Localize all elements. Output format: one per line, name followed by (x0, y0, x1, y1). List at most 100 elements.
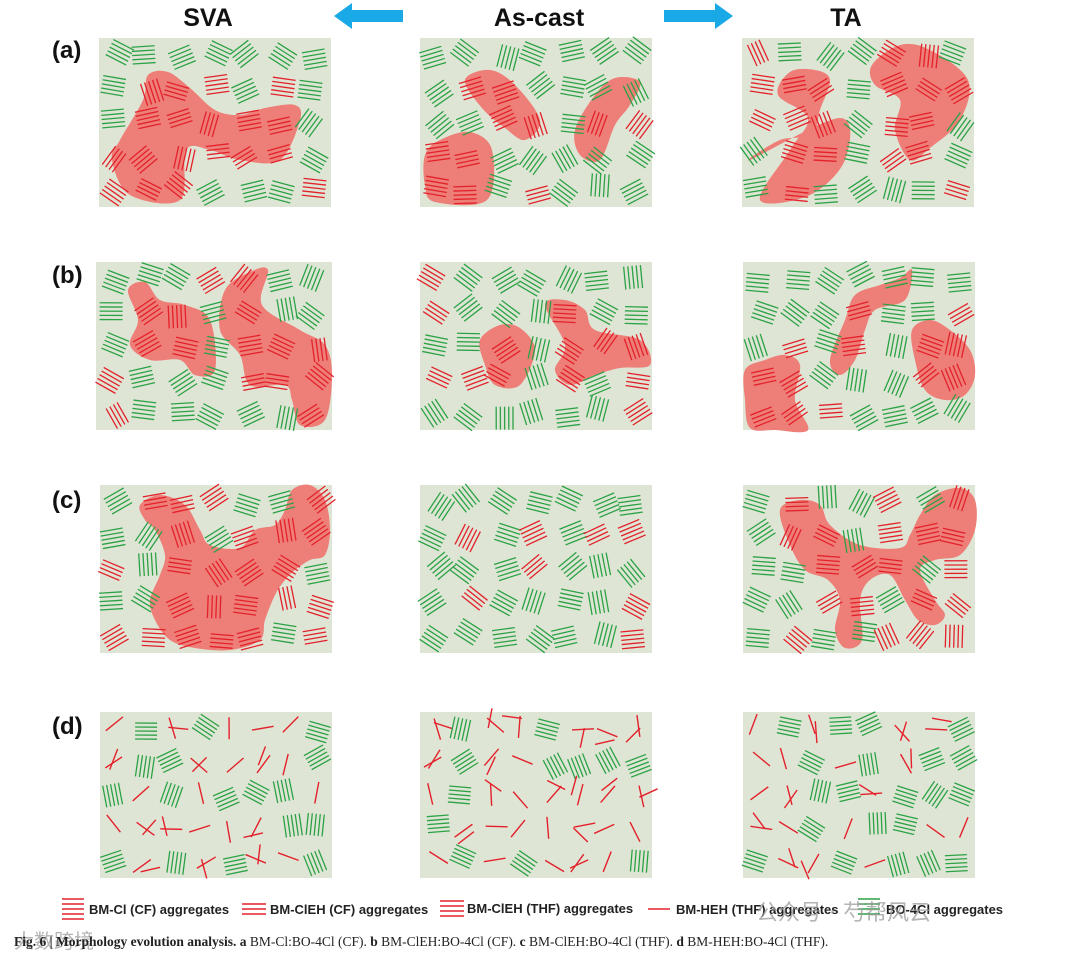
red-stack-icon (172, 336, 199, 360)
red-stack-icon (525, 185, 552, 205)
green-stack-icon (587, 589, 610, 616)
green-stack-icon (267, 180, 295, 204)
red-stack-icon (815, 554, 841, 575)
green-stack-icon (135, 722, 158, 740)
green-stack-icon (746, 518, 776, 546)
green-stack-icon (582, 146, 613, 175)
green-stack-icon (294, 108, 324, 138)
green-stack-icon (453, 263, 483, 292)
red-stack-icon (807, 77, 835, 102)
panel-background (743, 712, 975, 878)
caption-text-c: BM-ClEH:BO-4Cl (THF). (528, 934, 673, 949)
green-stack-icon (622, 36, 652, 65)
red-single-icon (250, 817, 262, 838)
red-stack-icon (554, 337, 584, 365)
red-single-icon (257, 746, 267, 766)
green-stack-icon (560, 76, 586, 98)
red-stack-icon (141, 627, 166, 648)
red-stack-icon (750, 406, 777, 428)
green-stack-icon (418, 525, 447, 552)
red-single-icon (593, 823, 615, 835)
red-stack-icon (199, 111, 220, 138)
red-single-icon (161, 816, 168, 836)
red-stack-icon (621, 593, 651, 620)
green-stack-icon (131, 399, 157, 421)
green-stack-icon (299, 263, 325, 292)
aggregate-domain (747, 68, 851, 204)
red-stack-icon (165, 592, 195, 619)
red-stack-icon (944, 592, 972, 619)
red-stack-icon (206, 595, 222, 619)
green-stack-icon (883, 369, 910, 398)
red-single-icon (243, 832, 264, 839)
green-stack-icon (229, 39, 259, 69)
aggregate-domain (869, 43, 970, 161)
red-single-icon (864, 859, 886, 868)
red-stack-icon (746, 39, 770, 67)
red-stack-icon (845, 301, 872, 321)
red-stack-icon (229, 263, 259, 293)
green-stack-icon (624, 305, 649, 325)
green-stack-icon (304, 562, 331, 585)
red-single-icon (427, 783, 434, 805)
green-stack-icon (775, 590, 803, 620)
column-header-as-cast: As-cast (494, 4, 585, 32)
green-stack-icon (425, 110, 455, 140)
red-stack-icon (196, 266, 226, 295)
red-stack-icon (204, 558, 233, 588)
red-stack-icon (779, 370, 809, 398)
legend-item-bm-heh-thf: BM-HEH (THF) aggregates (648, 902, 839, 917)
green-stack-icon (240, 179, 268, 203)
green-stack-icon (212, 786, 240, 812)
red-stack-icon (62, 898, 84, 920)
legend-item-bm-cl-cf: BM-Cl (CF) aggregates (62, 898, 229, 920)
green-stack-icon (101, 269, 130, 295)
green-stack-icon (816, 41, 845, 72)
green-stack-icon (105, 38, 135, 66)
red-single-icon (800, 860, 810, 880)
red-stack-icon (749, 73, 776, 96)
red-single-icon (576, 783, 584, 806)
red-single-icon (860, 792, 883, 796)
green-stack-icon (776, 716, 802, 738)
red-single-icon (457, 831, 475, 845)
green-stack-icon (484, 173, 513, 199)
red-single-icon (511, 755, 533, 765)
green-stack-icon (134, 754, 156, 779)
green-stack-icon (858, 752, 879, 777)
green-stack-icon (619, 178, 649, 206)
red-stack-icon (266, 333, 296, 360)
red-stack-icon (236, 627, 264, 651)
aggregate-domain (111, 70, 302, 204)
red-stack-icon (909, 111, 935, 131)
green-stack-icon (589, 298, 619, 326)
green-stack-icon (304, 720, 331, 744)
red-stack-icon (779, 523, 802, 551)
aggregate-domain (464, 69, 541, 141)
green-stack-icon (555, 407, 581, 428)
green-stack-icon (875, 586, 905, 614)
red-single-icon (105, 716, 124, 732)
green-stack-icon (947, 272, 972, 293)
green-stack-icon (100, 74, 127, 97)
red-stack-icon (163, 81, 190, 102)
red-single-icon (132, 785, 150, 802)
green-stack-icon (739, 136, 768, 166)
green-stack-icon (303, 744, 332, 771)
green-stack-icon (305, 812, 325, 837)
green-stack-icon (551, 625, 578, 649)
red-single-icon (483, 748, 500, 767)
green-stack-icon (449, 38, 480, 67)
green-stack-icon (491, 626, 518, 649)
green-stack-icon (938, 40, 967, 66)
red-stack-icon (163, 170, 194, 200)
red-single-icon (428, 851, 449, 864)
red-stack-icon (425, 366, 453, 389)
red-stack-icon (781, 400, 809, 426)
panel-b-as-cast (416, 262, 653, 432)
green-stack-icon (948, 782, 976, 807)
green-stack-icon (558, 39, 585, 63)
green-stack-icon (266, 269, 294, 293)
red-stack-icon (237, 334, 264, 357)
green-stack-icon (750, 300, 779, 325)
